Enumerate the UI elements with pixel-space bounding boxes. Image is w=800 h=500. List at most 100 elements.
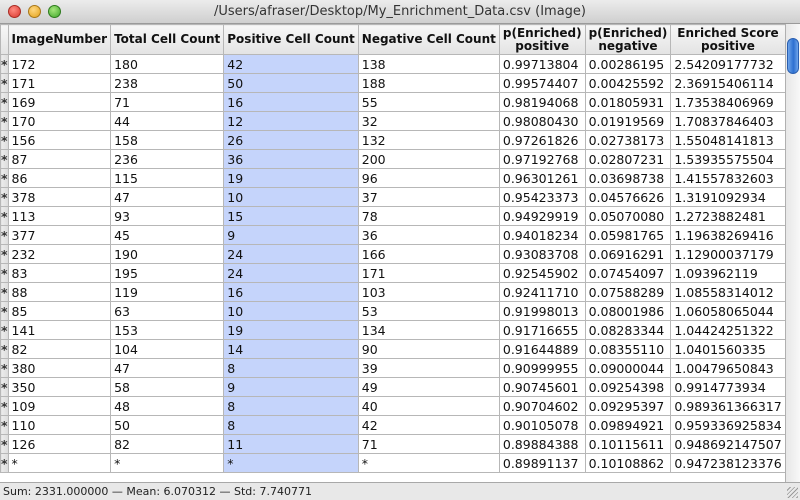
table-cell[interactable]: 42 xyxy=(223,54,359,74)
table-cell[interactable]: 0.08355110 xyxy=(584,339,672,359)
row-header[interactable]: * xyxy=(0,54,9,74)
table-cell[interactable]: 171 xyxy=(357,263,500,283)
table-cell[interactable]: 90 xyxy=(357,339,500,359)
table-cell[interactable]: 172 xyxy=(7,54,112,74)
table-cell[interactable]: 0.08283344 xyxy=(584,320,672,340)
table-cell[interactable]: 50 xyxy=(223,73,359,93)
row-header[interactable]: * xyxy=(0,130,9,150)
table-cell[interactable]: 0.96301261 xyxy=(498,168,586,188)
table-cell[interactable]: 0.948692147507 xyxy=(670,434,785,454)
table-cell[interactable]: 0.91998013 xyxy=(498,301,586,321)
table-cell[interactable]: 141 xyxy=(7,320,112,340)
header-p-enriched-negative[interactable]: p(Enriched) negative xyxy=(584,24,672,55)
table-cell[interactable]: 113 xyxy=(7,206,112,226)
table-cell[interactable]: 85 xyxy=(7,301,112,321)
table-cell[interactable]: 58 xyxy=(110,377,225,397)
table-cell[interactable]: 170 xyxy=(7,111,112,131)
table-cell[interactable]: 83 xyxy=(7,263,112,283)
table-cell[interactable]: 0.97192768 xyxy=(498,149,586,169)
table-cell[interactable]: 0.00425592 xyxy=(584,73,672,93)
table-cell[interactable]: 0.04576626 xyxy=(584,187,672,207)
table-cell[interactable]: 0.99574407 xyxy=(498,73,586,93)
table-cell[interactable]: 0.09254398 xyxy=(584,377,672,397)
table-cell[interactable]: 0.06916291 xyxy=(584,244,672,264)
table-cell[interactable]: 115 xyxy=(110,168,225,188)
header-total-cell-count[interactable]: Total Cell Count xyxy=(110,24,225,55)
table-cell[interactable]: 232 xyxy=(7,244,112,264)
row-header[interactable]: * xyxy=(0,453,9,473)
table-cell[interactable]: 24 xyxy=(223,263,359,283)
table-cell[interactable]: 45 xyxy=(110,225,225,245)
table-cell[interactable]: 171 xyxy=(7,73,112,93)
table-cell[interactable]: 158 xyxy=(110,130,225,150)
table-cell[interactable]: 166 xyxy=(357,244,500,264)
table-cell[interactable]: 9 xyxy=(223,377,359,397)
table-cell[interactable]: 0.90999955 xyxy=(498,358,586,378)
table-cell[interactable]: 377 xyxy=(7,225,112,245)
table-cell[interactable]: 48 xyxy=(110,396,225,416)
table-cell[interactable]: 24 xyxy=(223,244,359,264)
table-cell[interactable]: 0.07588289 xyxy=(584,282,672,302)
table-cell[interactable]: * xyxy=(223,453,359,473)
table-cell[interactable]: 50 xyxy=(110,415,225,435)
header-p-enriched-positive[interactable]: p(Enriched) positive xyxy=(498,24,586,55)
row-header[interactable]: * xyxy=(0,434,9,454)
table-cell[interactable]: 93 xyxy=(110,206,225,226)
table-cell[interactable]: 96 xyxy=(357,168,500,188)
table-cell[interactable]: 8 xyxy=(223,415,359,435)
table-row[interactable]: * * * * * 0.89891137 0.10108862 0.947238123376 xyxy=(0,453,785,473)
row-header[interactable]: * xyxy=(0,339,9,359)
table-cell[interactable]: 88 xyxy=(7,282,112,302)
table-cell[interactable]: 378 xyxy=(7,187,112,207)
table-cell[interactable]: 110 xyxy=(7,415,112,435)
table-cell[interactable]: 0.89891137 xyxy=(498,453,586,473)
table-cell[interactable]: 1.55048141813 xyxy=(670,130,785,150)
table-cell[interactable]: 169 xyxy=(7,92,112,112)
table-cell[interactable]: 0.05981765 xyxy=(584,225,672,245)
table-row[interactable]: * 350 58 9 49 0.90745601 0.09254398 0.991477393… xyxy=(0,377,785,397)
table-cell[interactable]: 1.06058065044 xyxy=(670,301,785,321)
table-row[interactable]: * 170 44 12 32 0.98080430 0.01919569 1.70837846… xyxy=(0,111,785,131)
row-header[interactable]: * xyxy=(0,282,9,302)
table-cell[interactable]: 0.989361366317 xyxy=(670,396,785,416)
table-cell[interactable]: 190 xyxy=(110,244,225,264)
table-cell[interactable]: 0.09000044 xyxy=(584,358,672,378)
table-cell[interactable]: 0.01919569 xyxy=(584,111,672,131)
table-cell[interactable]: 1.53935575504 xyxy=(670,149,785,169)
table-cell[interactable]: 32 xyxy=(357,111,500,131)
table-cell[interactable]: 8 xyxy=(223,396,359,416)
header-enriched-score-positive[interactable]: Enriched Score positive xyxy=(670,24,785,55)
table-cell[interactable]: 188 xyxy=(357,73,500,93)
table-cell[interactable]: 36 xyxy=(357,225,500,245)
table-cell[interactable]: 1.70837846403 xyxy=(670,111,785,131)
table-cell[interactable]: 16 xyxy=(223,282,359,302)
row-header[interactable]: * xyxy=(0,111,9,131)
table-cell[interactable]: 1.2723882481 xyxy=(670,206,785,226)
table-row[interactable]: * 169 71 16 55 0.98194068 0.01805931 1.73538406… xyxy=(0,92,785,112)
table-cell[interactable]: 103 xyxy=(357,282,500,302)
table-cell[interactable]: 0.90105078 xyxy=(498,415,586,435)
row-header[interactable]: * xyxy=(0,396,9,416)
table-cell[interactable]: 1.093962119 xyxy=(670,263,785,283)
table-cell[interactable]: 0.09894921 xyxy=(584,415,672,435)
table-row[interactable]: * 82 104 14 90 0.91644889 0.08355110 1.04015603… xyxy=(0,339,785,359)
table-cell[interactable]: 19 xyxy=(223,168,359,188)
table-cell[interactable]: 0.97261826 xyxy=(498,130,586,150)
table-cell[interactable]: 0.959336925834 xyxy=(670,415,785,435)
table-cell[interactable]: 8 xyxy=(223,358,359,378)
vertical-scrollbar[interactable] xyxy=(785,24,800,482)
table-cell[interactable]: 82 xyxy=(7,339,112,359)
table-cell[interactable]: 238 xyxy=(110,73,225,93)
table-cell[interactable]: 15 xyxy=(223,206,359,226)
table-cell[interactable]: 0.98194068 xyxy=(498,92,586,112)
table-row[interactable]: * 83 195 24 171 0.92545902 0.07454097 1.0939621… xyxy=(0,263,785,283)
table-cell[interactable]: 109 xyxy=(7,396,112,416)
table-cell[interactable]: 0.98080430 xyxy=(498,111,586,131)
table-cell[interactable]: 1.41557832603 xyxy=(670,168,785,188)
table-row[interactable]: * 86 115 19 96 0.96301261 0.03698738 1.41557832… xyxy=(0,168,785,188)
table-cell[interactable]: 2.54209177732 xyxy=(670,54,785,74)
table-cell[interactable]: 86 xyxy=(7,168,112,188)
table-row[interactable]: * 172 180 42 138 0.99713804 0.00286195 2.542091… xyxy=(0,54,785,74)
table-cell[interactable]: 0.10108862 xyxy=(584,453,672,473)
row-header[interactable]: * xyxy=(0,92,9,112)
